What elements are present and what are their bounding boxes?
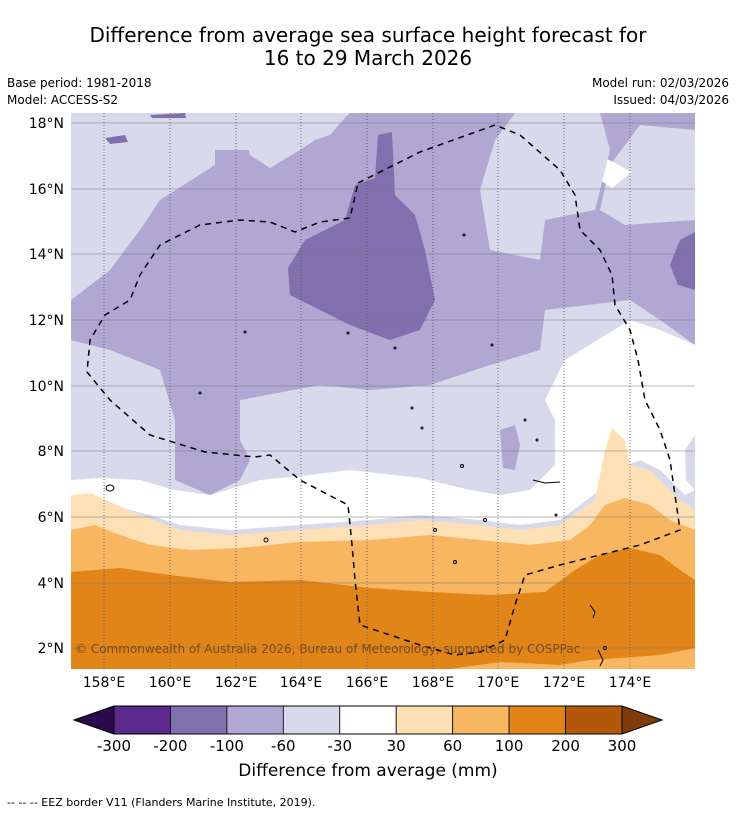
lat-label: 6°N [38, 510, 64, 526]
lat-label: 12°N [29, 313, 64, 329]
colorbar-segment [565, 705, 623, 735]
colorbar-segment [452, 705, 510, 735]
lon-label: 158°E [83, 675, 126, 691]
colorbar-segment [226, 705, 284, 735]
issued-label: Issued: 04/03/2026 [613, 93, 729, 107]
band-plus100-plus200 [71, 548, 695, 669]
latitude-labels: 18°N 16°N 14°N 12°N 10°N 8°N 6°N 4°N 2°N [29, 116, 64, 657]
colorbar-title: Difference from average (mm) [238, 761, 498, 781]
model-run-label: Model run: 02/03/2026 [591, 76, 729, 90]
light-patch-northeast [480, 113, 610, 260]
band-minus100-patch-south [500, 425, 520, 470]
colorbar-segment [113, 705, 171, 735]
base-period-label: Base period: 1981-2018 [7, 76, 152, 90]
lat-label: 8°N [38, 444, 64, 460]
colorbar-outline [113, 705, 623, 735]
lon-label: 162°E [215, 675, 258, 691]
colorbar-tick: 60 [443, 737, 462, 755]
sea-surface-height-contours: © Commonwealth of Australia 2026, Bureau… [71, 113, 695, 669]
light-patch-east [685, 435, 695, 490]
lon-label: 160°E [149, 675, 192, 691]
model-label: Model: ACCESS-S2 [7, 93, 119, 107]
lat-label: 4°N [38, 576, 64, 592]
lon-label: 168°E [412, 675, 455, 691]
colorbar-segment [508, 705, 566, 735]
eez-footnote: -- -- -- EEZ border V11 (Flanders Marine… [7, 796, 316, 809]
lat-label: 16°N [29, 182, 64, 198]
band-minus200-minus100-core [288, 132, 435, 340]
lat-label: 10°N [29, 379, 64, 395]
colorbar-tick: 100 [495, 737, 524, 755]
colorbar-tick: 30 [387, 737, 406, 755]
longitude-labels: 158°E 160°E 162°E 164°E 166°E 168°E 170°… [83, 675, 652, 691]
colorbar-segment [282, 705, 341, 735]
lat-label: 18°N [29, 116, 64, 132]
colorbar-segment [395, 705, 454, 735]
colorbar-max-extend [621, 705, 664, 735]
colorbar-tick: -300 [97, 737, 131, 755]
lon-label: 172°E [543, 675, 586, 691]
colorbar-segment [170, 705, 228, 735]
colorbar-tick: 200 [551, 737, 580, 755]
map-title-line1: Difference from average sea surface heig… [89, 23, 647, 47]
light-patch-north [240, 113, 350, 168]
map-title-line2: 16 to 29 March 2026 [263, 46, 473, 70]
colorbar: -300 -200 -100 -60 -30 30 60 100 200 300 [72, 705, 664, 755]
copyright-text: © Commonwealth of Australia 2026, Bureau… [75, 642, 580, 656]
lat-label: 14°N [29, 247, 64, 263]
colorbar-tick: -200 [153, 737, 187, 755]
colorbar-tick: -60 [271, 737, 296, 755]
band-minus200-patch-west [105, 135, 128, 144]
lat-label: 2°N [38, 641, 64, 657]
band-minus200-patch-east [670, 232, 695, 290]
lon-label: 174°E [609, 675, 652, 691]
colorbar-min-extend [72, 705, 115, 735]
colorbar-tick: 300 [608, 737, 637, 755]
latitude-gridlines [71, 122, 695, 649]
colorbar-tick: -30 [328, 737, 353, 755]
coastlines [105, 233, 607, 667]
band-minus200-patch-top [150, 113, 186, 118]
lon-label: 164°E [280, 675, 323, 691]
colorbar-segment [339, 705, 397, 735]
lon-label: 170°E [477, 675, 520, 691]
lon-label: 166°E [346, 675, 389, 691]
eez-border [86, 124, 681, 656]
colorbar-tick: -100 [210, 737, 244, 755]
